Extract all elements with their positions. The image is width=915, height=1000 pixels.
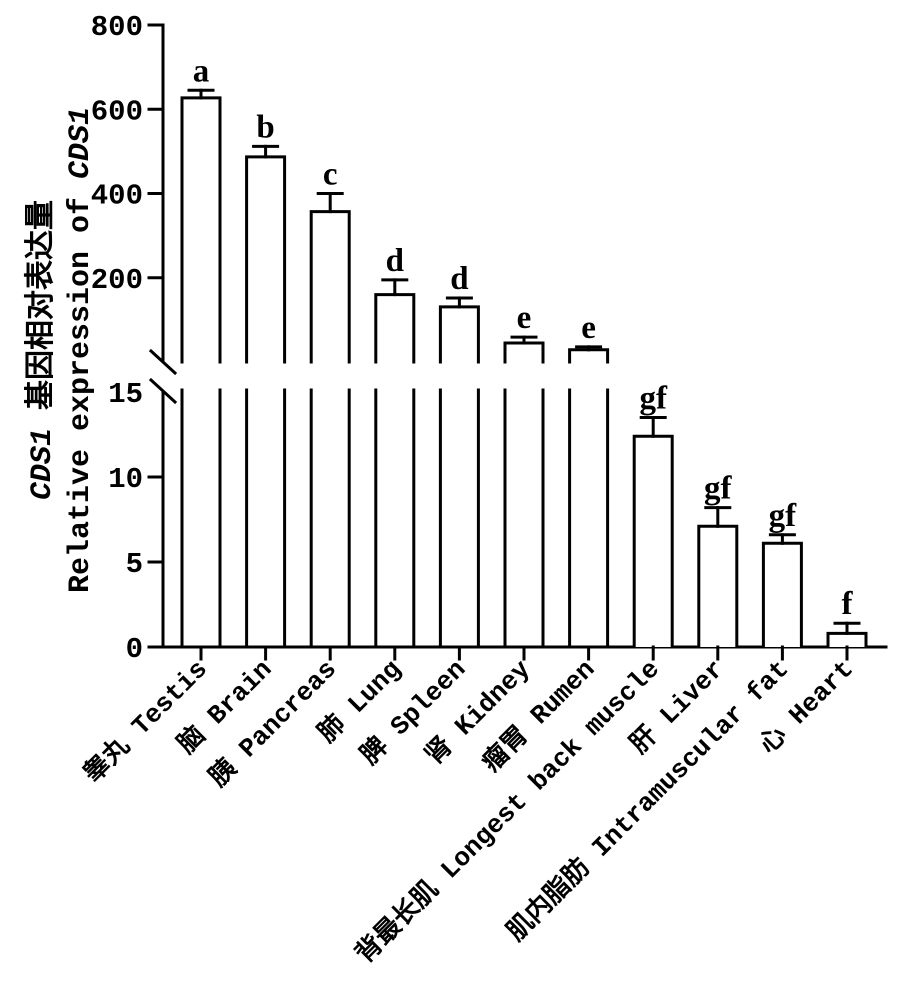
significance-letter: e — [517, 300, 532, 336]
y-tick-label: 800 — [91, 11, 143, 44]
significance-letter: e — [581, 310, 596, 346]
bar — [697, 524, 739, 649]
bar — [503, 341, 545, 364]
significance-letter: b — [256, 109, 274, 145]
y-axis-title-cn: CDS1 基因相对表达量 — [24, 200, 60, 500]
bar — [826, 631, 868, 649]
significance-letter: gf — [639, 381, 668, 417]
bar — [632, 434, 674, 649]
y-tick-label: 400 — [91, 180, 143, 213]
y-tick-label: 200 — [91, 264, 143, 297]
bar — [374, 293, 416, 364]
y-axis-title-en: Relative expression of CDS1 — [64, 107, 98, 593]
y-tick-label: 15 — [108, 378, 143, 411]
axis-break-mark-upper — [148, 348, 178, 376]
bar — [761, 541, 803, 649]
bar — [245, 155, 287, 364]
y-tick-label: 600 — [91, 95, 143, 128]
y-tick-label: 5 — [126, 548, 143, 581]
y-tick-label: 10 — [108, 463, 143, 496]
significance-letter: c — [323, 157, 338, 193]
significance-letter: gf — [769, 498, 798, 534]
y-tick-label: 0 — [126, 633, 143, 666]
bar — [180, 96, 222, 364]
significance-letter: f — [842, 586, 854, 622]
significance-letter: a — [193, 53, 210, 89]
bar — [568, 348, 610, 364]
significance-letter: d — [386, 243, 404, 279]
significance-letter: gf — [704, 471, 733, 507]
axis-break-mark-lower — [148, 377, 178, 405]
bar — [309, 210, 351, 364]
bar — [438, 305, 480, 364]
significance-letter: d — [450, 261, 468, 297]
